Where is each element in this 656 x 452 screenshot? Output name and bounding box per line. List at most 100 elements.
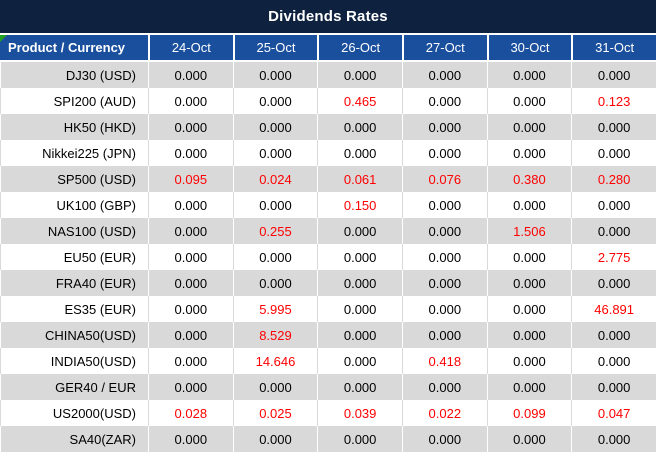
rate-cell: 0.000 (232, 114, 318, 140)
rate-cell: 0.000 (571, 322, 656, 348)
rate-cell: 0.039 (317, 400, 402, 426)
rate-cell: 0.095 (148, 166, 233, 192)
table-row: UK100 (GBP) 0.000 0.000 0.150 0.000 0.00… (0, 192, 656, 218)
rate-cell: 0.000 (148, 374, 233, 400)
rate-cell: 0.047 (571, 400, 656, 426)
rate-cell: 0.024 (232, 166, 318, 192)
rate-cell: 0.000 (486, 114, 572, 140)
rate-cell: 0.000 (401, 426, 487, 452)
rate-cell: 0.000 (148, 270, 233, 296)
rate-cell: 0.000 (486, 88, 572, 114)
rate-cell: 0.099 (486, 400, 572, 426)
rate-cell: 0.000 (401, 244, 487, 270)
rate-cell: 0.123 (571, 88, 656, 114)
rate-cell: 0.418 (401, 348, 487, 374)
rate-cell: 0.000 (317, 218, 402, 244)
rate-cell: 0.000 (317, 296, 402, 322)
rate-cell: 0.000 (571, 426, 656, 452)
table-row: ES35 (EUR) 0.000 5.995 0.000 0.000 0.000… (0, 296, 656, 322)
rate-cell: 0.000 (486, 270, 572, 296)
table-row: Nikkei225 (JPN) 0.000 0.000 0.000 0.000 … (0, 140, 656, 166)
product-label: INDIA50(USD) (0, 348, 148, 374)
rate-cell: 0.000 (148, 296, 233, 322)
column-header-date-2: 25-Oct (232, 35, 318, 62)
table-row: US2000(USD) 0.028 0.025 0.039 0.022 0.09… (0, 400, 656, 426)
product-label: US2000(USD) (0, 400, 148, 426)
rate-cell: 0.000 (401, 322, 487, 348)
dividends-table: Product / Currency 24-Oct 25-Oct 26-Oct … (0, 35, 656, 452)
table-row: SPI200 (AUD) 0.000 0.000 0.465 0.000 0.0… (0, 88, 656, 114)
cell-corner-marker-icon (0, 35, 7, 42)
rate-cell: 0.000 (317, 374, 402, 400)
rate-cell: 8.529 (232, 322, 318, 348)
table-row: SP500 (USD) 0.095 0.024 0.061 0.076 0.38… (0, 166, 656, 192)
rate-cell: 0.000 (148, 114, 233, 140)
column-header-product: Product / Currency (0, 35, 148, 62)
rate-cell: 2.775 (571, 244, 656, 270)
table-header-row: Product / Currency 24-Oct 25-Oct 26-Oct … (0, 35, 656, 62)
rate-cell: 0.000 (571, 270, 656, 296)
rate-cell: 0.000 (232, 62, 318, 88)
product-label: NAS100 (USD) (0, 218, 148, 244)
product-label: EU50 (EUR) (0, 244, 148, 270)
rate-cell: 0.255 (232, 218, 318, 244)
rate-cell: 0.000 (401, 88, 487, 114)
rate-cell: 0.061 (317, 166, 402, 192)
table-row: HK50 (HKD) 0.000 0.000 0.000 0.000 0.000… (0, 114, 656, 140)
rate-cell: 0.000 (401, 192, 487, 218)
table-row: CHINA50(USD) 0.000 8.529 0.000 0.000 0.0… (0, 322, 656, 348)
rate-cell: 0.028 (148, 400, 233, 426)
rate-cell: 0.000 (232, 140, 318, 166)
rate-cell: 0.000 (148, 218, 233, 244)
table-row: DJ30 (USD) 0.000 0.000 0.000 0.000 0.000… (0, 62, 656, 88)
column-header-date-3: 26-Oct (317, 35, 402, 62)
product-label: SP500 (USD) (0, 166, 148, 192)
rate-cell: 0.000 (148, 322, 233, 348)
rate-cell: 0.000 (571, 218, 656, 244)
rate-cell: 0.280 (571, 166, 656, 192)
rate-cell: 0.000 (232, 88, 318, 114)
table-row: INDIA50(USD) 0.000 14.646 0.000 0.418 0.… (0, 348, 656, 374)
column-header-date-4: 27-Oct (401, 35, 487, 62)
rate-cell: 0.000 (148, 62, 233, 88)
rate-cell: 0.000 (401, 218, 487, 244)
rate-cell: 0.000 (232, 426, 318, 452)
rate-cell: 0.000 (571, 62, 656, 88)
rate-cell: 0.000 (232, 270, 318, 296)
rate-cell: 0.000 (148, 88, 233, 114)
table-row: NAS100 (USD) 0.000 0.255 0.000 0.000 1.5… (0, 218, 656, 244)
page-title: Dividends Rates (268, 8, 388, 25)
rate-cell: 0.000 (317, 348, 402, 374)
table-row: EU50 (EUR) 0.000 0.000 0.000 0.000 0.000… (0, 244, 656, 270)
product-label: UK100 (GBP) (0, 192, 148, 218)
rate-cell: 0.000 (486, 244, 572, 270)
rate-cell: 0.000 (317, 114, 402, 140)
rate-cell: 0.000 (148, 348, 233, 374)
rate-cell: 0.000 (571, 140, 656, 166)
rate-cell: 0.000 (486, 62, 572, 88)
column-header-date-5: 30-Oct (486, 35, 572, 62)
rate-cell: 0.000 (571, 348, 656, 374)
table-row: SA40(ZAR) 0.000 0.000 0.000 0.000 0.000 … (0, 426, 656, 452)
rate-cell: 0.022 (401, 400, 487, 426)
rate-cell: 0.000 (401, 296, 487, 322)
rate-cell: 0.000 (232, 374, 318, 400)
product-label: DJ30 (USD) (0, 62, 148, 88)
rate-cell: 0.000 (317, 62, 402, 88)
product-label: ES35 (EUR) (0, 296, 148, 322)
rate-cell: 0.000 (486, 426, 572, 452)
product-label: CHINA50(USD) (0, 322, 148, 348)
rate-cell: 0.000 (148, 192, 233, 218)
rate-cell: 0.000 (317, 322, 402, 348)
rate-cell: 0.000 (486, 348, 572, 374)
rate-cell: 46.891 (571, 296, 656, 322)
rate-cell: 0.000 (317, 140, 402, 166)
table-row: GER40 / EUR 0.000 0.000 0.000 0.000 0.00… (0, 374, 656, 400)
rate-cell: 0.000 (317, 270, 402, 296)
rate-cell: 0.380 (486, 166, 572, 192)
rate-cell: 0.000 (571, 114, 656, 140)
product-label: GER40 / EUR (0, 374, 148, 400)
rate-cell: 0.000 (401, 140, 487, 166)
rate-cell: 0.000 (401, 270, 487, 296)
column-header-date-1: 24-Oct (148, 35, 233, 62)
